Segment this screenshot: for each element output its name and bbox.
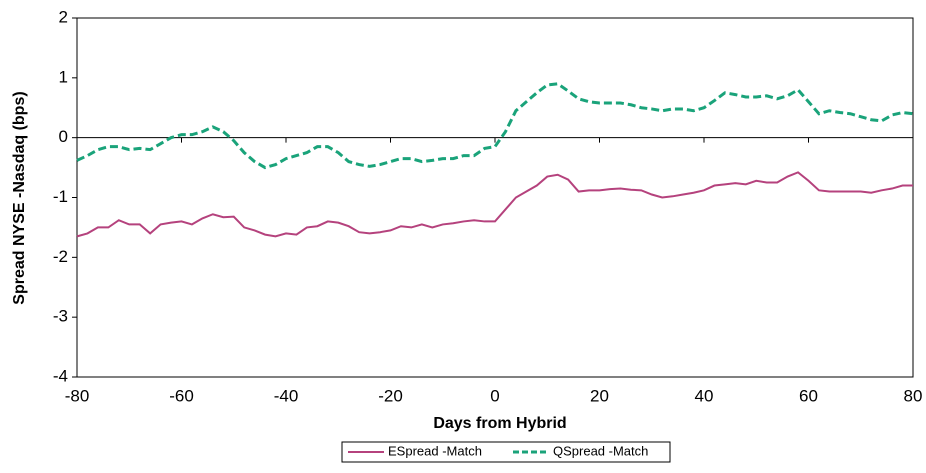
x-tick-label: 40 xyxy=(695,386,714,405)
plot-area xyxy=(76,17,914,378)
legend-box xyxy=(341,441,671,463)
x-tick-label: -60 xyxy=(169,386,194,405)
x-tick-label: -40 xyxy=(274,386,299,405)
y-tick-label: 1 xyxy=(59,67,68,86)
y-tick-label: -1 xyxy=(53,187,68,206)
y-tick-label: -4 xyxy=(53,366,68,385)
y-axis-title: Spread NYSE -Nasdaq (bps) xyxy=(11,91,28,304)
x-tick-label: 80 xyxy=(904,386,923,405)
y-tick-label: 2 xyxy=(59,7,68,26)
series-line xyxy=(76,82,914,170)
x-tick-label: -20 xyxy=(378,386,403,405)
x-tick-label: 60 xyxy=(799,386,818,405)
y-tick-label: 0 xyxy=(59,127,68,146)
legend-label: ESpread -Match xyxy=(388,443,482,458)
x-tick-label: 20 xyxy=(590,386,609,405)
legend: ESpread -Match QSpread -Match xyxy=(341,441,671,463)
y-tick-label: -2 xyxy=(53,247,68,266)
x-axis-title: Days from Hybrid xyxy=(433,415,566,432)
series-line xyxy=(76,171,913,238)
legend-label: QSpread -Match xyxy=(553,443,648,458)
y-tick-label: -3 xyxy=(53,307,68,326)
x-tick-label: 0 xyxy=(490,386,499,405)
x-tick-label: -80 xyxy=(65,386,90,405)
